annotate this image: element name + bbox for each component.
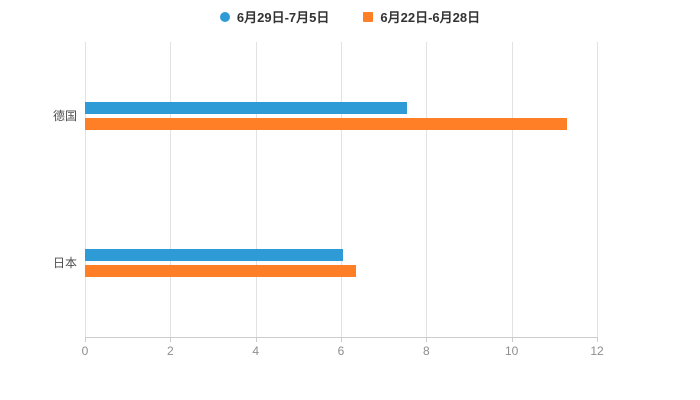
- bar-日本-series2: [85, 265, 356, 278]
- x-axis-tick: [341, 337, 342, 342]
- x-axis-tick-label: 10: [504, 344, 519, 358]
- gridline: [255, 42, 257, 337]
- gridline: [170, 42, 172, 337]
- plot-area: 0 2 4 6 8 10 12: [82, 42, 604, 358]
- x-axis-tick: [85, 337, 86, 342]
- bar-日本-series1: [85, 249, 344, 262]
- x-axis-tick: [511, 337, 513, 342]
- y-axis-category-label: 德国: [52, 108, 77, 123]
- x-axis-tick-label: 4: [252, 344, 259, 358]
- y-axis-category-label: 日本: [52, 256, 77, 271]
- x-axis-tick-label: 12: [590, 344, 604, 358]
- bar-德国-series1: [85, 101, 408, 114]
- gridline: [426, 42, 428, 337]
- legend-marker-blue-icon: [219, 11, 230, 22]
- x-axis-tick-label: 8: [422, 344, 430, 358]
- chart-legend: 6月29日-7月5日 6月22日-6月28日: [0, 7, 700, 26]
- x-axis-tick-label: 2: [166, 344, 174, 358]
- legend-marker-orange-icon: [363, 11, 374, 22]
- legend-label-week2: 6月29日-7月5日: [236, 10, 330, 25]
- x-axis-tick-label: 0: [81, 344, 89, 358]
- gridline: [597, 42, 598, 337]
- legend-item-week1[interactable]: 6月22日-6月28日: [363, 7, 480, 26]
- x-axis-tick: [170, 337, 172, 342]
- x-axis-tick-label: 6: [337, 344, 345, 358]
- y-axis-labels: 德国 日本: [0, 42, 77, 337]
- bar-德国-series2: [85, 117, 568, 130]
- legend-label-week1: 6月22日-6月28日: [380, 10, 481, 25]
- gridline: [85, 42, 86, 337]
- x-axis-tick: [426, 337, 428, 342]
- legend-item-week2[interactable]: 6月29日-7月5日: [219, 7, 330, 26]
- gridline: [341, 42, 342, 337]
- x-axis-tick: [255, 337, 257, 342]
- gridline: [511, 42, 513, 337]
- x-axis-tick: [597, 337, 598, 342]
